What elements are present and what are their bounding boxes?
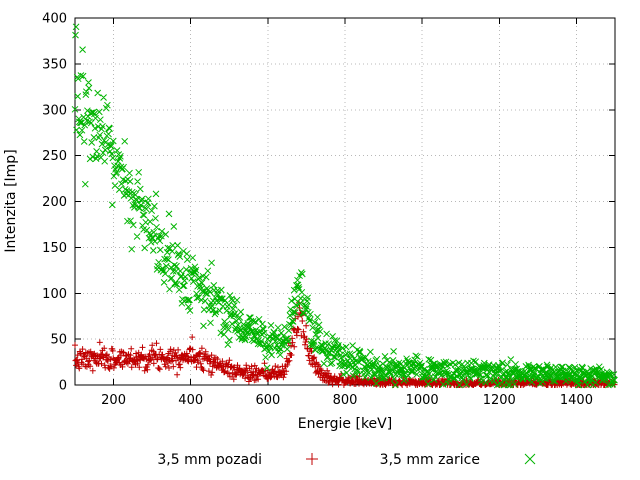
x-tick-label: 1200 — [483, 393, 516, 408]
x-tick-label: 1400 — [560, 393, 593, 408]
x-tick-label: 800 — [333, 393, 358, 408]
y-tick-label: 100 — [42, 287, 67, 302]
y-tick-label: 150 — [42, 241, 67, 256]
y-tick-label: 350 — [42, 57, 67, 72]
y-axis-label: Intenzita [Imp] — [3, 149, 19, 252]
y-tick-label: 50 — [50, 333, 67, 348]
legend-label-zarice: 3,5 mm zarice — [380, 452, 480, 468]
y-tick-label: 250 — [42, 149, 67, 164]
y-tick-label: 400 — [42, 12, 67, 27]
x-tick-label: 400 — [178, 393, 203, 408]
legend-marker-cross-icon — [524, 453, 536, 465]
x-tick-label: 200 — [101, 393, 126, 408]
x-tick-label: 1000 — [406, 393, 439, 408]
y-tick-label: 0 — [59, 379, 67, 394]
legend-marker-plus-icon — [306, 453, 318, 465]
y-tick-labels: 0 50 100 150 200 250 300 350 400 — [42, 12, 67, 394]
y-tick-label: 200 — [42, 195, 67, 210]
x-axis-label: Energie [keV] — [298, 416, 392, 432]
x-tick-labels: 200 400 600 800 1000 1200 1400 — [101, 393, 593, 408]
legend: 3,5 mm pozadi 3,5 mm zarice — [157, 452, 536, 468]
y-tick-label: 300 — [42, 103, 67, 118]
grid-lines — [75, 18, 615, 385]
legend-label-pozadi: 3,5 mm pozadi — [157, 452, 262, 468]
series-zarice-points — [71, 23, 618, 389]
x-tick-label: 600 — [255, 393, 280, 408]
